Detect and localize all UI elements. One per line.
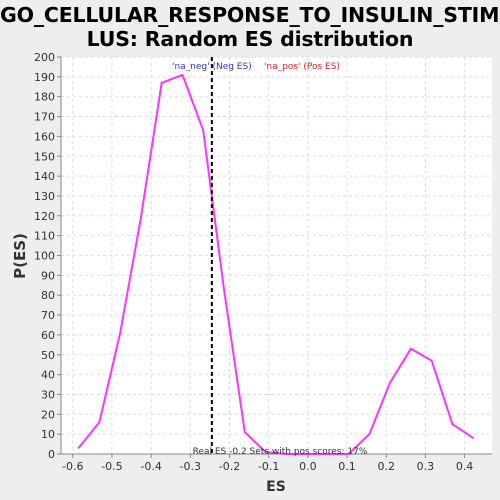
series-line — [77, 73, 474, 455]
y-tick-label: 160 — [34, 130, 55, 143]
x-tick-label: -0.2 — [219, 460, 240, 473]
x-tick-label: 0.0 — [299, 460, 317, 473]
data-point — [160, 82, 163, 84]
y-tick-label: 180 — [34, 91, 55, 104]
x-tick-label: 0.2 — [377, 460, 395, 473]
data-point — [243, 431, 246, 433]
data-point — [181, 74, 184, 76]
data-point — [223, 288, 225, 291]
annotation-label: 'na_pos' (Pos ES) — [264, 62, 340, 72]
data-point — [368, 433, 371, 435]
x-tick-label: 0.1 — [338, 460, 356, 473]
y-tick-label: 100 — [34, 250, 55, 263]
y-tick-label: 200 — [34, 51, 55, 64]
data-point — [119, 332, 121, 334]
y-tick-label: 150 — [34, 150, 55, 163]
y-tick-label: 120 — [34, 210, 55, 223]
y-tick-label: 30 — [41, 388, 55, 401]
y-tick-label: 130 — [34, 190, 55, 203]
data-point — [410, 347, 412, 350]
data-point — [202, 129, 205, 132]
y-tick-label: 40 — [41, 369, 55, 382]
data-point — [306, 453, 308, 455]
y-tick-label: 0 — [48, 448, 55, 461]
x-tick-label: -0.5 — [101, 460, 122, 473]
y-tick-label: 90 — [41, 269, 55, 282]
data-point — [264, 451, 267, 453]
y-tick-label: 80 — [41, 289, 55, 302]
x-axis-label: ES — [266, 479, 286, 495]
y-axis-label: P(ES) — [11, 233, 29, 279]
data-point — [451, 423, 454, 426]
y-tick-label: 60 — [41, 329, 55, 342]
data-point — [389, 381, 391, 384]
chart-title-line-1: GO_CELLULAR_RESPONSE_TO_INSULIN_STIMU — [0, 3, 500, 27]
y-tick-label: 140 — [34, 170, 55, 183]
annotations: 'na_neg' (Neg ES) 'na_pos' (Pos ES) — [172, 62, 340, 72]
grid-lines — [61, 56, 492, 454]
x-tick-label: 0.3 — [417, 460, 435, 473]
data-point — [347, 453, 350, 455]
x-tick-label: -0.6 — [62, 460, 83, 473]
y-tick-label: 10 — [41, 428, 55, 441]
data-point — [472, 437, 474, 439]
data-point — [430, 359, 433, 362]
bottom-note: Real ES -0.2 Sets with pos scores: 17% — [193, 447, 368, 457]
y-tick-label: 110 — [34, 230, 55, 243]
data-point — [77, 447, 80, 449]
y-tick-label: 170 — [34, 111, 55, 124]
y-tick-label: 20 — [41, 408, 55, 421]
x-tick-label: -0.1 — [258, 460, 279, 473]
plot-area — [61, 57, 492, 454]
chart-title-line-2: LUS: Random ES distribution — [86, 27, 414, 51]
x-tick-label: 0.4 — [456, 460, 474, 473]
y-tick-label: 50 — [41, 349, 55, 362]
y-tick-label: 190 — [34, 71, 55, 84]
series-layer — [77, 73, 474, 455]
y-tick-label: 70 — [41, 309, 55, 322]
data-point — [98, 421, 101, 424]
data-point — [327, 453, 329, 455]
tick-labels: 0 10 20 30 40 50 60 70 80 90 100 110 120 130 140 150 160… — [34, 51, 473, 473]
data-point — [285, 453, 288, 455]
annotation-label: 'na_neg' (Neg ES) — [172, 62, 252, 72]
x-tick-label: -0.4 — [140, 460, 161, 473]
x-tick-label: -0.3 — [180, 460, 201, 473]
data-point — [140, 216, 142, 219]
